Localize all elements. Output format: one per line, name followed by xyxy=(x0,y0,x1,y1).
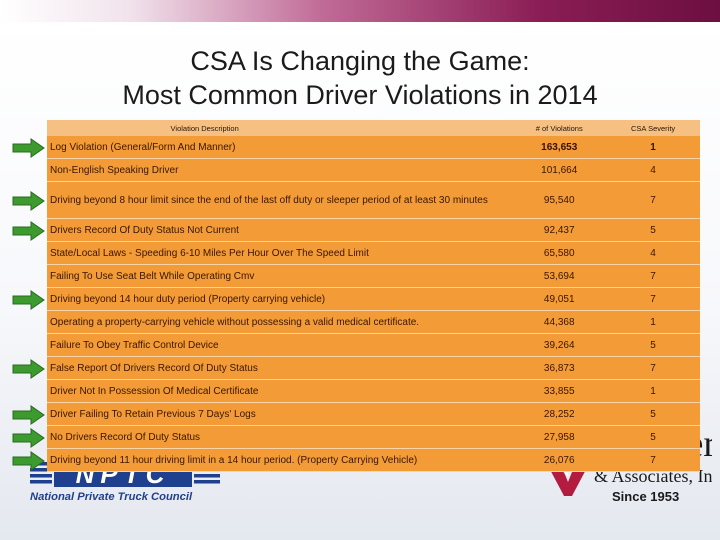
violation-description-cell: Driving beyond 8 hour limit since the en… xyxy=(47,181,513,219)
table-row: No Drivers Record Of Duty Status 27,958 5 xyxy=(47,425,700,449)
green-arrow-icon xyxy=(12,137,45,158)
violation-description-cell: False Report Of Drivers Record Of Duty S… xyxy=(47,356,513,380)
csa-severity-cell: 5 xyxy=(606,218,700,242)
green-arrow-icon xyxy=(12,427,45,448)
partner-since: Since 1953 xyxy=(612,489,679,504)
green-arrow-icon xyxy=(12,190,45,211)
violation-description-cell: Log Violation (General/Form And Manner) xyxy=(47,136,513,159)
table-row: Log Violation (General/Form And Manner) 1… xyxy=(47,136,700,159)
header-violation-description: Violation Description xyxy=(47,120,513,136)
csa-severity-cell: 7 xyxy=(606,448,700,472)
violation-count-cell: 36,873 xyxy=(512,356,607,380)
violation-description-cell: Driving beyond 11 hour driving limit in … xyxy=(47,448,513,472)
csa-severity-cell: 7 xyxy=(606,287,700,311)
violation-count-cell: 39,264 xyxy=(512,333,607,357)
violation-count-cell: 49,051 xyxy=(512,287,607,311)
violation-count-cell: 33,855 xyxy=(512,379,607,403)
violation-count-cell: 95,540 xyxy=(512,181,607,219)
table-row: Non-English Speaking Driver 101,664 4 xyxy=(47,158,700,182)
csa-severity-cell: 5 xyxy=(606,402,700,426)
table-row: Driving beyond 14 hour duty period (Prop… xyxy=(47,287,700,311)
csa-severity-cell: 7 xyxy=(606,264,700,288)
logo-full-name: National Private Truck Council xyxy=(30,491,193,503)
violation-description-cell: Non-English Speaking Driver xyxy=(47,158,513,182)
violation-description-cell: Failure To Obey Traffic Control Device xyxy=(47,333,513,357)
violation-description-cell: Operating a property-carrying vehicle wi… xyxy=(47,310,513,334)
violation-count-cell: 44,368 xyxy=(512,310,607,334)
csa-severity-cell: 1 xyxy=(606,379,700,403)
table-header-row: Violation Description # of Violations CS… xyxy=(47,120,700,136)
violation-description-cell: Failing To Use Seat Belt While Operating… xyxy=(47,264,513,288)
violations-table: Violation Description # of Violations CS… xyxy=(47,120,700,472)
slide-title-line2: Most Common Driver Violations in 2014 xyxy=(122,80,598,110)
green-arrow-icon xyxy=(12,450,45,471)
green-arrow-icon xyxy=(12,289,45,310)
header-number-of-violations: # of Violations xyxy=(512,120,607,136)
violation-description-cell: State/Local Laws - Speeding 6-10 Miles P… xyxy=(47,241,513,265)
table-row: Driving beyond 8 hour limit since the en… xyxy=(47,181,700,219)
violation-count-cell: 163,653 xyxy=(512,136,607,159)
header-csa-severity: CSA Severity xyxy=(606,120,700,136)
violation-description-cell: Driver Not In Possession Of Medical Cert… xyxy=(47,379,513,403)
csa-severity-cell: 5 xyxy=(606,333,700,357)
table-row: Failing To Use Seat Belt While Operating… xyxy=(47,264,700,288)
csa-severity-cell: 4 xyxy=(606,241,700,265)
csa-severity-cell: 5 xyxy=(606,425,700,449)
csa-severity-cell: 7 xyxy=(606,181,700,219)
table-row: Operating a property-carrying vehicle wi… xyxy=(47,310,700,334)
violation-description-cell: No Drivers Record Of Duty Status xyxy=(47,425,513,449)
green-arrow-icon xyxy=(12,404,45,425)
violation-description-cell: Driver Failing To Retain Previous 7 Days… xyxy=(47,402,513,426)
slide-title: CSA Is Changing the Game: Most Common Dr… xyxy=(0,44,720,112)
table-row: Drivers Record Of Duty Status Not Curren… xyxy=(47,218,700,242)
violation-description-cell: Drivers Record Of Duty Status Not Curren… xyxy=(47,218,513,242)
green-arrow-icon xyxy=(12,358,45,379)
violation-count-cell: 26,076 xyxy=(512,448,607,472)
csa-severity-cell: 4 xyxy=(606,158,700,182)
slide-title-line1: CSA Is Changing the Game: xyxy=(190,46,530,76)
table-row: Driving beyond 11 hour driving limit in … xyxy=(47,448,700,472)
table-row: Driver Not In Possession Of Medical Cert… xyxy=(47,379,700,403)
csa-severity-cell: 7 xyxy=(606,356,700,380)
violation-count-cell: 92,437 xyxy=(512,218,607,242)
violation-count-cell: 65,580 xyxy=(512,241,607,265)
table-row: Failure To Obey Traffic Control Device 39… xyxy=(47,333,700,357)
top-color-band xyxy=(0,0,720,22)
violation-count-cell: 53,694 xyxy=(512,264,607,288)
table-row: Driver Failing To Retain Previous 7 Days… xyxy=(47,402,700,426)
table-row: State/Local Laws - Speeding 6-10 Miles P… xyxy=(47,241,700,265)
csa-severity-cell: 1 xyxy=(606,136,700,159)
violation-description-cell: Driving beyond 14 hour duty period (Prop… xyxy=(47,287,513,311)
violation-count-cell: 28,252 xyxy=(512,402,607,426)
table-row: False Report Of Drivers Record Of Duty S… xyxy=(47,356,700,380)
violation-count-cell: 27,958 xyxy=(512,425,607,449)
csa-severity-cell: 1 xyxy=(606,310,700,334)
violation-count-cell: 101,664 xyxy=(512,158,607,182)
green-arrow-icon xyxy=(12,220,45,241)
